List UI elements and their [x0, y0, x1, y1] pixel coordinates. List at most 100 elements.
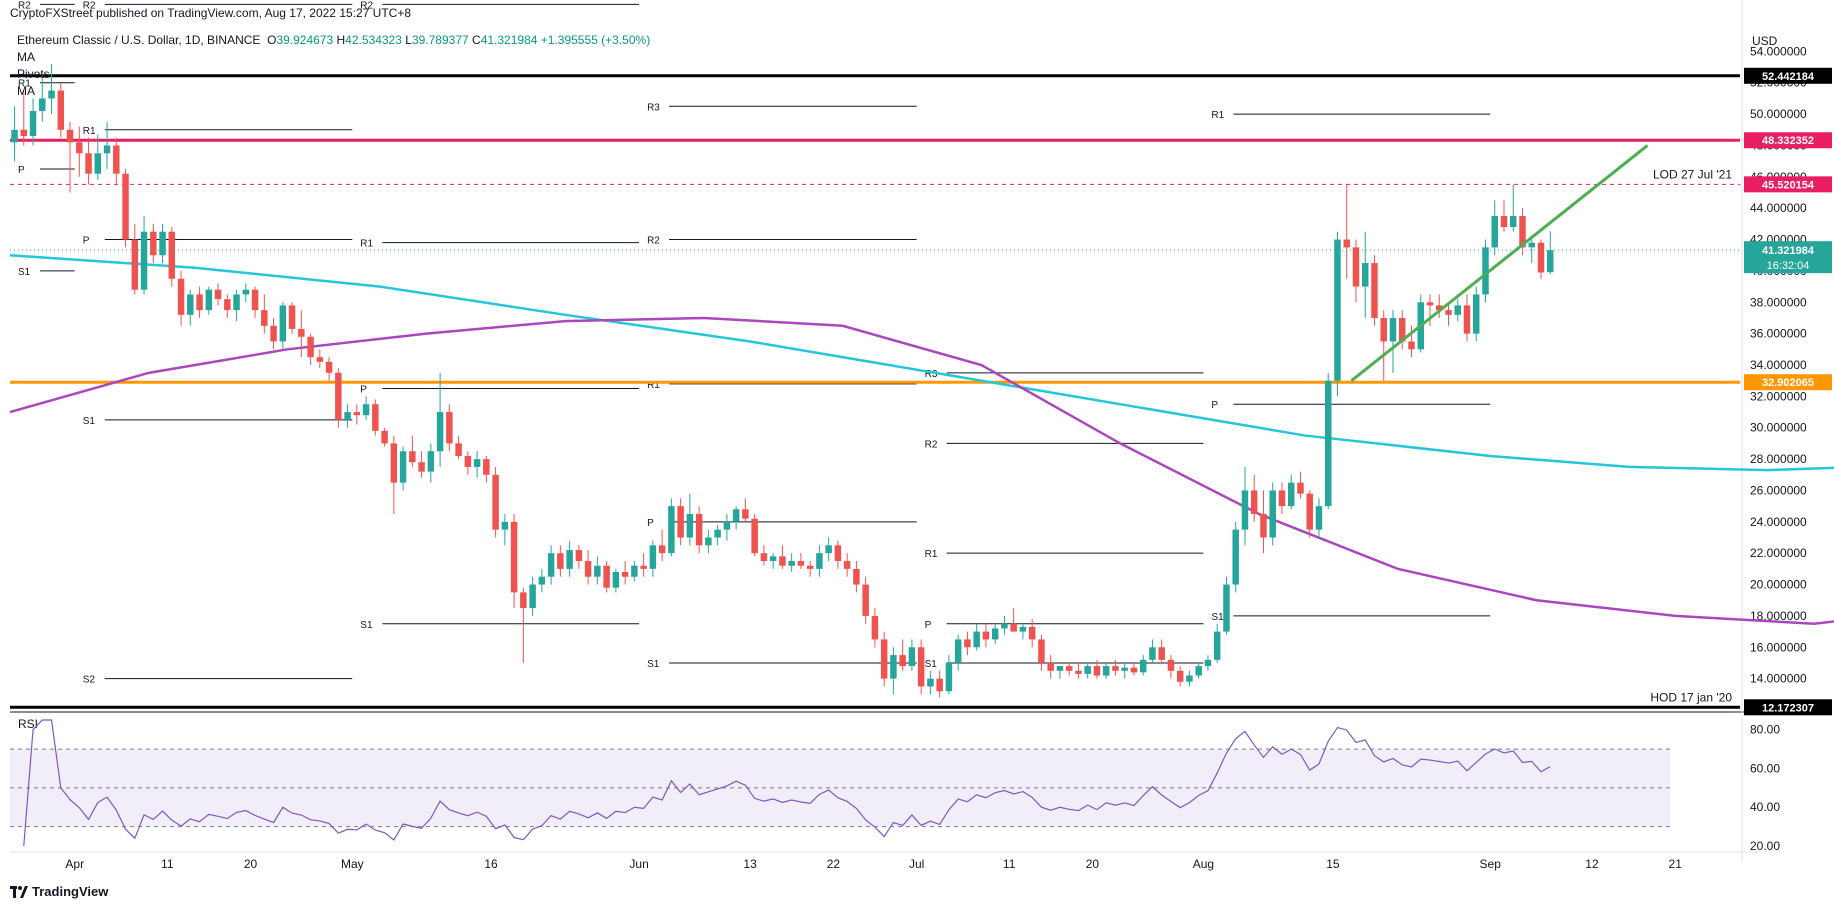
candle-body — [261, 310, 268, 326]
candle-body — [1213, 631, 1221, 660]
candle-body — [1343, 239, 1350, 248]
candle-body — [1241, 490, 1249, 530]
candle-body — [307, 336, 314, 358]
rsi-label: RSI — [18, 717, 38, 731]
candle-body — [732, 509, 740, 522]
indicator-ma-1[interactable]: MA — [17, 50, 35, 64]
candle-body — [1075, 670, 1082, 674]
candle-body — [1334, 239, 1341, 381]
low-label: L — [405, 33, 412, 47]
candle-body — [1537, 242, 1545, 273]
tradingview-logo[interactable]: TradingView — [10, 884, 108, 899]
candle-body — [464, 455, 472, 467]
pivot-label: P — [360, 385, 367, 396]
candle-body — [1324, 380, 1332, 507]
candle-body — [954, 639, 962, 663]
candle-body — [251, 289, 259, 311]
x-tick-label: 11 — [1003, 857, 1016, 871]
candle-body — [288, 305, 296, 329]
y-tick-label: 38.000000 — [1750, 295, 1807, 309]
candle-body — [177, 278, 185, 315]
candle-body — [982, 631, 990, 640]
indicator-ma-2[interactable]: MA — [17, 84, 35, 98]
pivot-label: P — [1211, 400, 1218, 411]
candle-body — [242, 289, 250, 295]
x-tick-label: 16 — [484, 857, 498, 871]
candle-body — [705, 537, 712, 546]
candle-body — [1204, 659, 1212, 667]
pivot-label: S1 — [360, 620, 373, 631]
candle-body — [1454, 305, 1461, 315]
candle-body — [1436, 305, 1443, 311]
y-tick-label: 30.000000 — [1750, 421, 1807, 435]
candle-body — [575, 550, 583, 562]
candle-body — [1149, 647, 1156, 660]
candle-body — [825, 545, 832, 554]
currency-label: USD — [1752, 34, 1778, 48]
candle-body — [1047, 662, 1054, 671]
pivot-label: R1 — [647, 380, 660, 391]
candle-body — [270, 325, 277, 342]
candle-body — [1473, 294, 1480, 334]
candle-body — [1195, 666, 1202, 676]
pivot-label: R2 — [925, 439, 938, 450]
pivot-label: S1 — [925, 659, 938, 670]
candle-body — [640, 565, 647, 569]
candle-body — [871, 615, 879, 640]
candle-body — [1398, 317, 1406, 342]
x-tick-label: 22 — [827, 857, 841, 871]
candle-body — [769, 556, 777, 562]
candle-body — [1389, 317, 1397, 342]
candle-body — [1445, 310, 1452, 315]
candle-body — [205, 289, 213, 311]
level-price-label: 12.172307 — [1762, 702, 1814, 714]
candle-body — [168, 231, 176, 279]
y-tick-label: 26.000000 — [1750, 483, 1807, 497]
x-tick-label: May — [341, 857, 364, 871]
symbol-title: Ethereum Classic / U.S. Dollar, 1D, BINA… — [17, 33, 261, 47]
candle-body — [1352, 247, 1360, 287]
candle-body — [372, 404, 379, 431]
level-price-tag — [1744, 67, 1832, 84]
candle-body — [436, 412, 444, 452]
open-value: 39.924673 — [276, 33, 334, 47]
candle-body — [917, 647, 925, 687]
pivot-label: R1 — [18, 79, 31, 90]
candle-body — [547, 553, 555, 577]
level-note: LOD 27 Jul '21 — [1653, 167, 1732, 181]
candle-body — [418, 462, 425, 472]
candle-body — [1519, 216, 1526, 248]
level-price-tag — [1744, 132, 1832, 149]
level-price-label: 32.902065 — [1762, 377, 1814, 389]
candle-body — [1260, 513, 1267, 538]
candle-body — [566, 550, 573, 569]
candle-body — [113, 145, 120, 174]
candle-body — [501, 521, 509, 530]
y-tick-label: 24.000000 — [1750, 515, 1807, 529]
candle-body — [1158, 647, 1165, 660]
candle-body — [1287, 482, 1295, 507]
candle-body — [409, 451, 416, 463]
candle-body — [187, 294, 194, 315]
candle-body — [834, 545, 842, 562]
candle-body — [1065, 666, 1073, 671]
x-tick-label: Aug — [1193, 857, 1214, 871]
candle-body — [695, 513, 703, 546]
indicator-pivots[interactable]: Pivots — [17, 67, 50, 81]
level-price-label: 52.442184 — [1762, 71, 1815, 83]
candle-body — [353, 412, 361, 416]
candle-body — [1001, 623, 1008, 629]
low-value: 39.789377 — [411, 33, 469, 47]
candle-body — [362, 404, 370, 416]
x-tick-label: Sep — [1480, 857, 1502, 871]
y-tick-label: 14.000000 — [1750, 672, 1807, 686]
x-tick-label: 13 — [743, 857, 757, 871]
candle-body — [455, 443, 462, 456]
candle-body — [1223, 584, 1230, 632]
candle-body — [880, 639, 888, 679]
x-tick-label: 20 — [1086, 857, 1100, 871]
candle-body — [529, 584, 536, 609]
candle-body — [381, 430, 388, 444]
candle-body — [1463, 305, 1471, 334]
